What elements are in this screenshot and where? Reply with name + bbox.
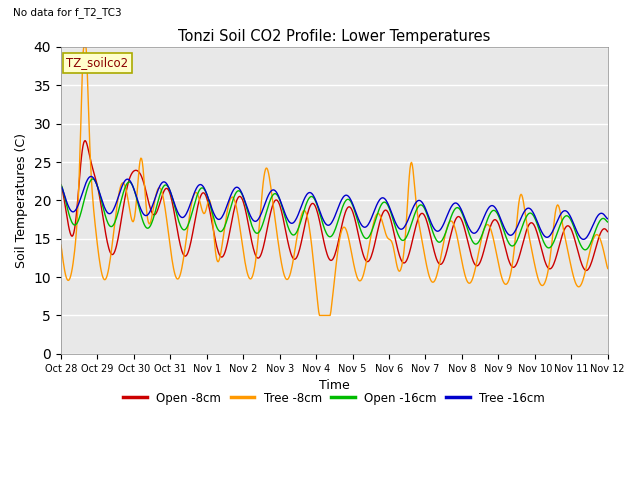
Open -8cm: [124, 181, 132, 187]
Open -8cm: [401, 259, 409, 265]
Line: Tree -8cm: Tree -8cm: [61, 47, 608, 315]
Open -8cm: [81, 138, 89, 144]
Open -16cm: [604, 219, 612, 225]
Tree -16cm: [209, 207, 216, 213]
Open -8cm: [179, 252, 187, 257]
Open -16cm: [401, 236, 409, 241]
Open -8cm: [67, 232, 75, 238]
Tree -8cm: [179, 256, 187, 262]
Tree -8cm: [57, 242, 65, 248]
X-axis label: Time: Time: [319, 379, 349, 392]
Open -16cm: [581, 247, 589, 252]
Tree -16cm: [179, 215, 187, 220]
Legend: Open -8cm, Tree -8cm, Open -16cm, Tree -16cm: Open -8cm, Tree -8cm, Open -16cm, Tree -…: [118, 387, 550, 409]
Open -16cm: [124, 180, 132, 185]
Open -16cm: [179, 227, 187, 233]
Text: No data for f_T2_TC3: No data for f_T2_TC3: [13, 7, 122, 18]
Open -8cm: [57, 182, 65, 188]
Open -16cm: [209, 210, 216, 216]
Tree -16cm: [580, 237, 588, 242]
Tree -16cm: [401, 222, 409, 228]
Text: TZ_soilco2: TZ_soilco2: [67, 56, 129, 69]
Tree -8cm: [80, 44, 88, 50]
Open -8cm: [582, 267, 590, 273]
Tree -8cm: [124, 196, 132, 202]
Tree -8cm: [604, 265, 612, 271]
Open -8cm: [209, 221, 216, 227]
Y-axis label: Soil Temperatures (C): Soil Temperatures (C): [15, 133, 28, 268]
Tree -8cm: [209, 214, 216, 220]
Line: Open -8cm: Open -8cm: [61, 141, 608, 270]
Open -16cm: [417, 202, 425, 208]
Tree -8cm: [419, 239, 426, 244]
Title: Tonzi Soil CO2 Profile: Lower Temperatures: Tonzi Soil CO2 Profile: Lower Temperatur…: [178, 29, 490, 44]
Line: Tree -16cm: Tree -16cm: [61, 177, 608, 240]
Open -8cm: [604, 229, 612, 235]
Open -16cm: [67, 217, 75, 223]
Tree -8cm: [316, 312, 323, 318]
Open -16cm: [89, 176, 97, 182]
Tree -16cm: [604, 216, 612, 222]
Tree -16cm: [57, 183, 65, 189]
Tree -16cm: [417, 199, 425, 204]
Open -8cm: [417, 211, 425, 216]
Tree -16cm: [67, 208, 75, 214]
Tree -16cm: [124, 176, 132, 182]
Line: Open -16cm: Open -16cm: [61, 179, 608, 250]
Open -16cm: [57, 182, 65, 188]
Tree -8cm: [403, 221, 410, 227]
Tree -8cm: [67, 273, 75, 278]
Tree -16cm: [88, 174, 95, 180]
